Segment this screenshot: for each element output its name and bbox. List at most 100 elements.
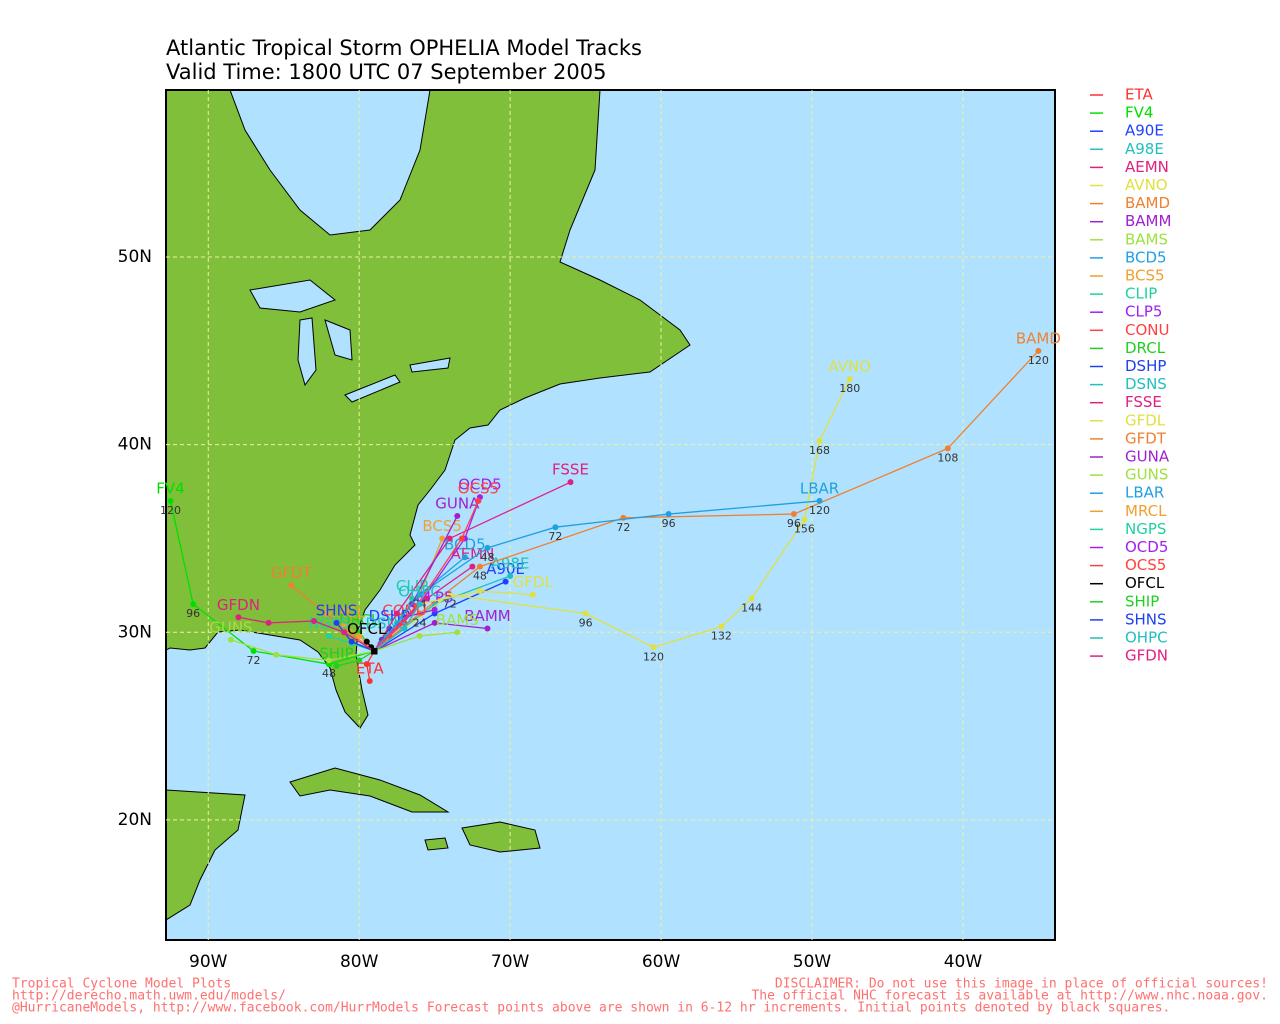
- legend-label: LBAR: [1125, 484, 1164, 502]
- hour-label: 120: [643, 650, 664, 663]
- hour-label: 120: [809, 504, 830, 517]
- forecast-point: [484, 544, 491, 551]
- forecast-point: [567, 479, 574, 486]
- track-label: DRCL: [339, 611, 380, 629]
- forecast-point: [190, 601, 197, 608]
- forecast-point: [356, 633, 363, 640]
- hour-label: 96: [662, 517, 676, 530]
- forecast-point: [484, 625, 491, 632]
- forecast-point: [650, 644, 657, 651]
- forecast-point: [310, 618, 317, 625]
- hour-label: 96: [579, 617, 593, 630]
- x-tick-label: 80W: [340, 952, 379, 972]
- forecast-point: [227, 636, 234, 643]
- legend-label: OHPC: [1125, 629, 1168, 647]
- track-label: GUNS: [209, 618, 252, 636]
- forecast-point: [431, 606, 438, 613]
- hour-label: 120: [160, 504, 181, 517]
- forecast-point: [748, 595, 755, 602]
- legend-label: BAMS: [1125, 230, 1168, 248]
- forecast-point: [552, 524, 559, 531]
- forecast-point: [502, 578, 509, 585]
- forecast-point: [665, 511, 672, 518]
- x-tick-label: 90W: [189, 952, 228, 972]
- hour-label: 24: [413, 617, 427, 630]
- forecast-point: [439, 535, 446, 542]
- hour-label: 72: [443, 598, 457, 611]
- legend-label: BCD5: [1125, 248, 1167, 266]
- forecast-point: [461, 554, 468, 561]
- hispaniola: [461, 821, 541, 853]
- forecast-point: [507, 572, 514, 579]
- forecast-point: [816, 437, 823, 444]
- forecast-point: [529, 591, 536, 598]
- legend-label: OFCL: [1125, 574, 1165, 592]
- legend-label: A98E: [1125, 140, 1164, 158]
- forecast-point: [431, 619, 438, 626]
- track-label: A98E: [491, 554, 530, 572]
- footer-right: The official NHC forecast is available a…: [751, 989, 1268, 1004]
- initial-point: [371, 648, 378, 655]
- forecast-point: [416, 601, 423, 608]
- footer-left: @HurricaneModels, http://www.facebook.co…: [12, 1001, 1170, 1016]
- legend-label: OCD5: [1125, 538, 1168, 556]
- hour-label: 132: [711, 630, 732, 643]
- forecast-point: [475, 497, 482, 504]
- forecast-point: [167, 497, 174, 504]
- x-tick-label: 50W: [793, 952, 832, 972]
- jamaica: [424, 837, 449, 851]
- lake-ontario: [409, 357, 451, 373]
- forecast-point: [1035, 347, 1042, 354]
- legend-label: GUNA: [1125, 448, 1170, 466]
- legend-label: AVNO: [1125, 176, 1168, 194]
- forecast-point: [235, 614, 242, 621]
- legend-label: DSNS: [1125, 375, 1167, 393]
- legend-label: DRCL: [1125, 339, 1166, 357]
- lake-huron: [324, 319, 353, 361]
- legend-label: A90E: [1125, 122, 1164, 140]
- track-label: AVNO: [828, 357, 871, 375]
- forecast-point: [454, 629, 461, 636]
- legend-label: ETA: [1125, 86, 1153, 104]
- track-label: FSSE: [552, 461, 589, 479]
- track-label: OFCL: [347, 620, 387, 638]
- track-label: GFDL: [513, 573, 554, 591]
- track-label: SHIP: [319, 645, 353, 663]
- forecast-point: [476, 563, 483, 570]
- legend-label: GUNS: [1125, 466, 1168, 484]
- track-label: BAMS: [436, 611, 479, 629]
- forecast-point: [333, 619, 340, 626]
- forecast-point: [469, 563, 476, 570]
- track-label: BAMM: [464, 607, 510, 625]
- track-label: NGPS: [308, 615, 349, 633]
- hour-label: 156: [794, 523, 815, 536]
- track-label: ETA: [356, 660, 384, 678]
- cuba: [289, 767, 450, 813]
- hour-label: 120: [1028, 354, 1049, 367]
- forecast-point: [363, 638, 370, 645]
- legend-label: CONU: [1125, 321, 1169, 339]
- track-label: GFDN: [217, 596, 260, 614]
- forecast-point: [816, 497, 823, 504]
- hour-label: 168: [809, 444, 830, 457]
- y-tick-label: 40N: [118, 435, 152, 455]
- track-label: GFDT: [271, 564, 313, 582]
- track: [373, 500, 480, 652]
- forecast-point: [401, 625, 408, 632]
- hour-label: 108: [937, 451, 958, 464]
- forecast-point: [356, 657, 363, 664]
- legend-label: SHIP: [1125, 592, 1159, 610]
- legend-label: BCS5: [1125, 267, 1165, 285]
- x-tick-label: 60W: [642, 952, 681, 972]
- land: [166, 90, 691, 921]
- legend-label: FSSE: [1125, 393, 1162, 411]
- track: [373, 481, 571, 652]
- plot-frame: [165, 89, 1056, 941]
- forecast-point: [288, 582, 295, 589]
- forecast-point: [265, 619, 272, 626]
- forecast-point: [363, 661, 370, 668]
- legend-label: MRCL: [1125, 502, 1167, 520]
- track-label: FV4: [156, 479, 184, 497]
- title: Atlantic Tropical Storm OPHELIA Model Tr…: [166, 36, 642, 60]
